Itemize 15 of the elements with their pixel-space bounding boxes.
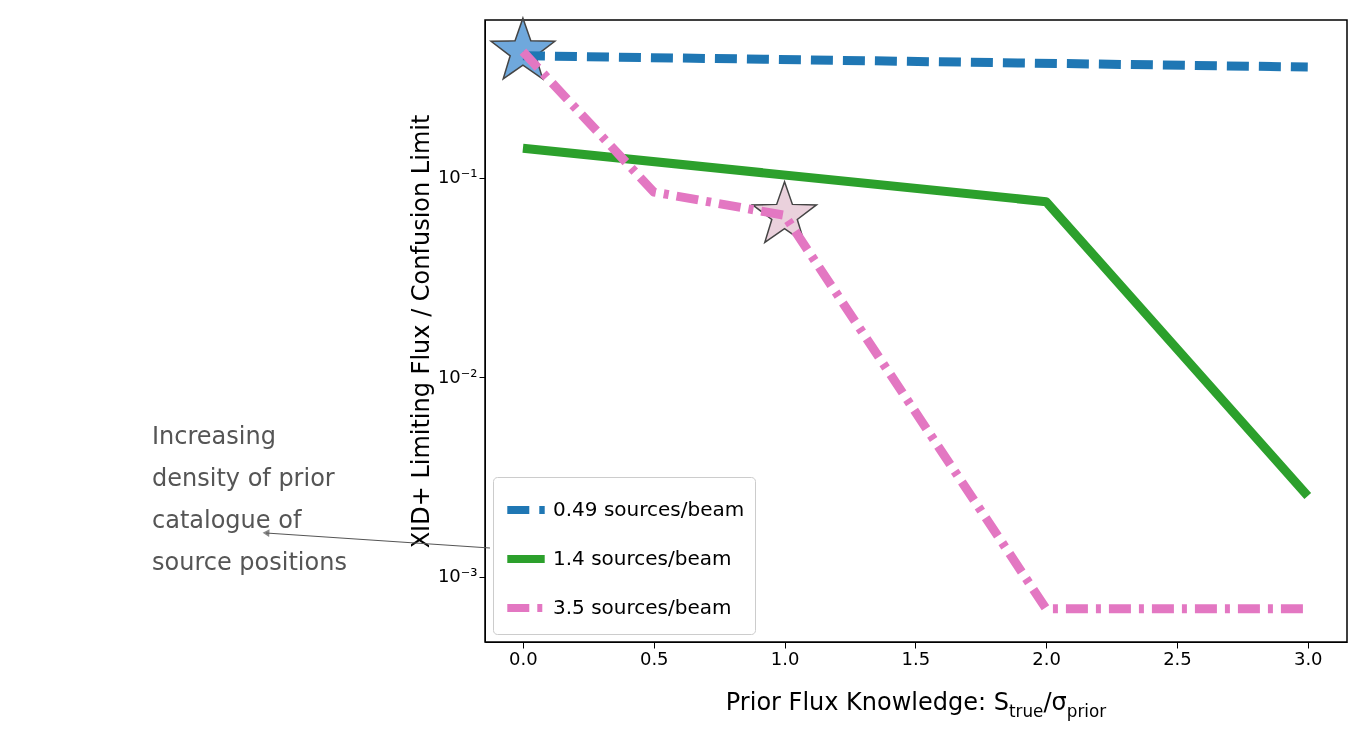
legend-label: 1.4 sources/beam — [553, 546, 732, 570]
x-tick-label: 2.0 — [1032, 647, 1061, 669]
x-tick-label: 0.0 — [509, 647, 538, 669]
y-tick-label: 10⁻¹ — [437, 166, 478, 188]
y-axis-title: XID+ Limiting Flux / Confusion Limit — [406, 114, 435, 549]
x-tick-label: 1.0 — [770, 647, 800, 669]
text: Increasing density of prior catalogue of source positions — [152, 422, 347, 576]
x-tick-label: 2.5 — [1163, 647, 1192, 669]
x-tick-label: 3.0 — [1293, 647, 1323, 669]
legend-label: 3.5 sources/beam — [553, 595, 732, 619]
y-tick-label: 10⁻² — [437, 365, 478, 387]
y-tick-label: 10⁻³ — [437, 565, 478, 587]
x-tick-label: 1.5 — [901, 647, 931, 669]
x-tick-label: 0.5 — [639, 647, 669, 669]
legend-label: 0.49 sources/beam — [553, 497, 745, 521]
